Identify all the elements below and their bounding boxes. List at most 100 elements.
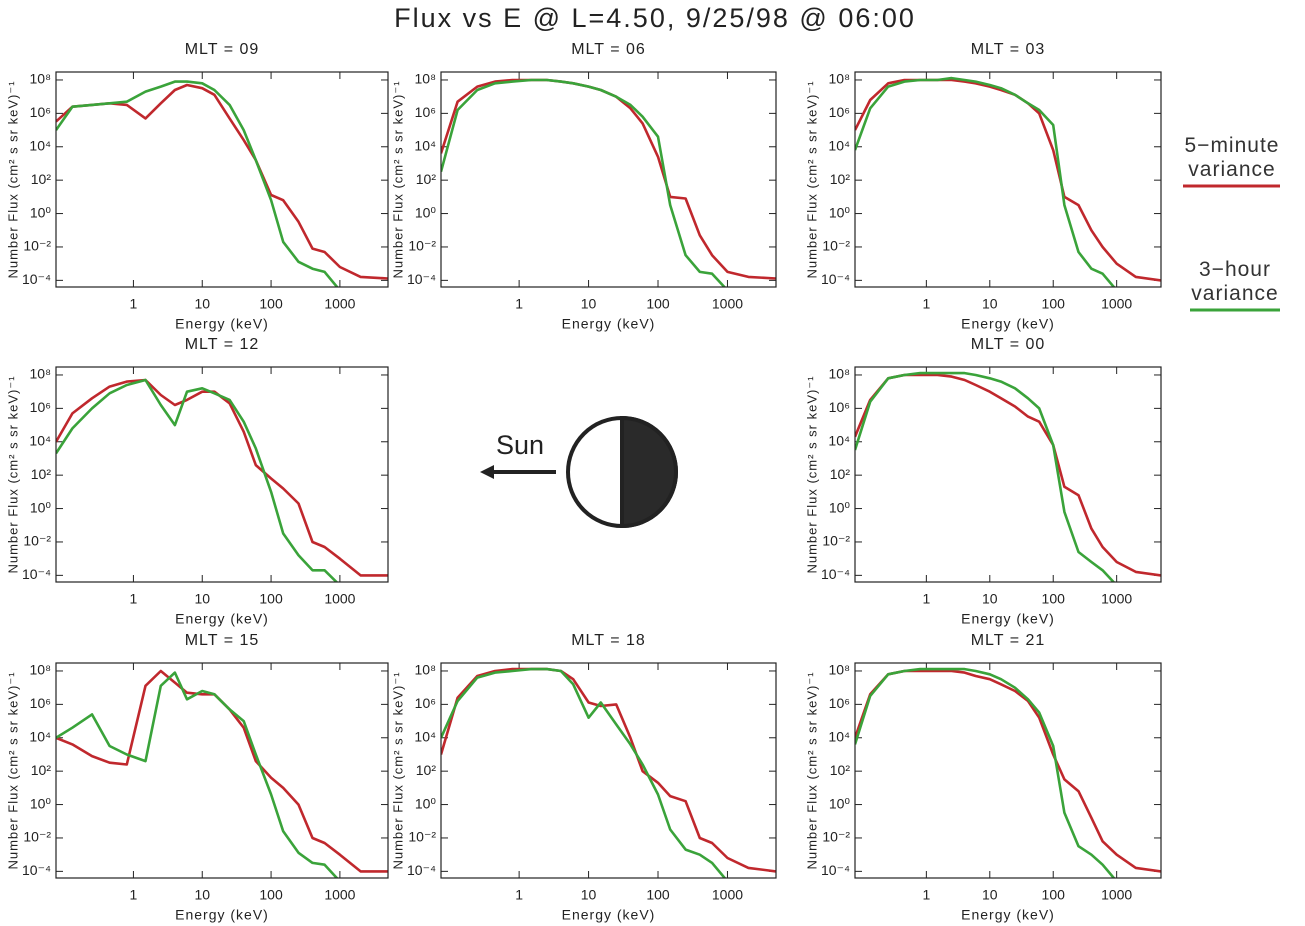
x-tick-label: 1 <box>922 887 930 903</box>
y-tick-label: 10⁻⁴ <box>821 566 850 582</box>
x-tick-label: 1 <box>130 887 138 903</box>
x-tick-label: 100 <box>1042 296 1066 312</box>
panel: MLT = 18 Energy (keV) Number Flux (cm² s s… <box>390 632 777 923</box>
x-axis-label: Energy (keV) <box>175 611 269 627</box>
y-tick-label: 10⁸ <box>30 71 52 87</box>
y-tick-label: 10⁶ <box>415 104 436 120</box>
series-line <box>855 669 1161 873</box>
y-tick-label: 10⁻⁴ <box>821 271 850 287</box>
x-tick-label: 1000 <box>712 296 743 312</box>
y-tick-label: 10⁰ <box>829 795 851 811</box>
y-tick-label: 10⁰ <box>30 499 52 515</box>
x-tick-label: 100 <box>259 591 283 607</box>
plot-frame <box>55 366 389 583</box>
legend-entry: 3−hour variance <box>1191 258 1279 305</box>
y-tick-label: 10⁸ <box>415 71 437 87</box>
y-tick-label: 10² <box>31 171 52 187</box>
plot-frame <box>854 71 1162 288</box>
panel-title: MLT = 00 <box>971 336 1046 353</box>
y-tick-label: 10⁻² <box>822 533 850 549</box>
y-tick-label: 10⁻² <box>23 829 51 845</box>
x-tick-label: 1 <box>515 887 523 903</box>
y-axis-label: Number Flux (cm² s sr keV)⁻¹ <box>390 80 405 278</box>
series-line <box>855 78 1161 282</box>
y-tick-label: 10⁻² <box>822 829 850 845</box>
x-tick-label: 10 <box>982 296 998 312</box>
x-axis-label: Energy (keV) <box>175 907 269 923</box>
plot-frame <box>440 71 777 288</box>
x-tick-label: 10 <box>194 296 210 312</box>
x-tick-label: 1000 <box>1101 887 1132 903</box>
y-tick-label: 10⁻⁴ <box>821 862 850 878</box>
y-tick-label: 10⁴ <box>29 728 51 744</box>
y-tick-label: 10⁶ <box>30 399 51 415</box>
series-line <box>56 378 388 577</box>
y-tick-label: 10² <box>830 466 851 482</box>
panel: MLT = 06 Energy (keV) Number Flux (cm² s s… <box>390 41 777 332</box>
y-tick-label: 10⁴ <box>828 137 850 153</box>
y-tick-label: 10⁴ <box>414 137 436 153</box>
y-tick-label: 10⁰ <box>30 795 52 811</box>
y-tick-label: 10⁸ <box>829 662 851 678</box>
series-line <box>855 371 1116 582</box>
series-line <box>855 667 1116 878</box>
y-tick-label: 10⁶ <box>415 695 436 711</box>
x-tick-label: 10 <box>194 887 210 903</box>
series-line <box>56 378 339 582</box>
y-tick-label: 10⁰ <box>30 204 52 220</box>
y-tick-label: 10⁴ <box>828 432 850 448</box>
series-line <box>441 667 776 873</box>
x-axis-label: Energy (keV) <box>961 316 1055 332</box>
panel-title: MLT = 06 <box>571 41 646 58</box>
sun-diagram: Sun <box>480 415 678 529</box>
panel-title: MLT = 15 <box>185 632 260 649</box>
x-tick-label: 10 <box>581 296 597 312</box>
panel-title: MLT = 03 <box>971 41 1046 58</box>
x-tick-label: 1 <box>515 296 523 312</box>
y-tick-label: 10⁶ <box>30 104 51 120</box>
y-tick-label: 10⁻² <box>23 533 51 549</box>
plot-frame <box>55 662 389 879</box>
x-tick-label: 1 <box>130 591 138 607</box>
y-tick-label: 10⁸ <box>415 662 437 678</box>
y-tick-label: 10² <box>416 762 437 778</box>
y-tick-label: 10⁻⁴ <box>407 271 436 287</box>
x-tick-label: 100 <box>1042 887 1066 903</box>
y-tick-label: 10⁻⁴ <box>22 862 51 878</box>
y-tick-label: 10⁶ <box>829 104 850 120</box>
y-tick-label: 10⁰ <box>415 795 437 811</box>
x-tick-label: 100 <box>646 887 670 903</box>
y-axis-label: Number Flux (cm² s sr keV)⁻¹ <box>390 671 405 869</box>
y-tick-label: 10⁴ <box>29 137 51 153</box>
panel: MLT = 21 Energy (keV) Number Flux (cm² s s… <box>804 632 1162 923</box>
y-axis-label: Number Flux (cm² s sr keV)⁻¹ <box>5 80 20 278</box>
y-tick-label: 10⁸ <box>30 662 52 678</box>
x-tick-label: 1000 <box>1101 296 1132 312</box>
figure-title: Flux vs E @ L=4.50, 9/25/98 @ 06:00 <box>394 3 916 33</box>
x-axis-label: Energy (keV) <box>961 907 1055 923</box>
y-tick-label: 10² <box>416 171 437 187</box>
y-axis-label: Number Flux (cm² s sr keV)⁻¹ <box>804 80 819 278</box>
y-tick-label: 10⁻² <box>408 238 436 254</box>
y-tick-label: 10⁸ <box>30 366 52 382</box>
x-axis-label: Energy (keV) <box>562 907 656 923</box>
panel: MLT = 15 Energy (keV) Number Flux (cm² s s… <box>5 632 389 923</box>
series-line <box>441 667 727 878</box>
x-tick-label: 10 <box>194 591 210 607</box>
series-line <box>441 78 727 287</box>
y-tick-label: 10⁴ <box>414 728 436 744</box>
x-tick-label: 1 <box>922 591 930 607</box>
y-axis-label: Number Flux (cm² s sr keV)⁻¹ <box>804 671 819 869</box>
y-tick-label: 10² <box>31 466 52 482</box>
series-line <box>56 83 388 280</box>
series-line <box>855 76 1116 287</box>
y-tick-label: 10⁴ <box>29 432 51 448</box>
panel: MLT = 12 Energy (keV) Number Flux (cm² s s… <box>5 336 389 627</box>
panel: MLT = 09 Energy (keV) Number Flux (cm² s s… <box>5 41 389 332</box>
y-tick-label: 10⁻⁴ <box>407 862 436 878</box>
x-tick-label: 10 <box>581 887 597 903</box>
plot-frame <box>440 662 777 879</box>
x-tick-label: 100 <box>646 296 670 312</box>
arrow-head <box>480 465 494 479</box>
